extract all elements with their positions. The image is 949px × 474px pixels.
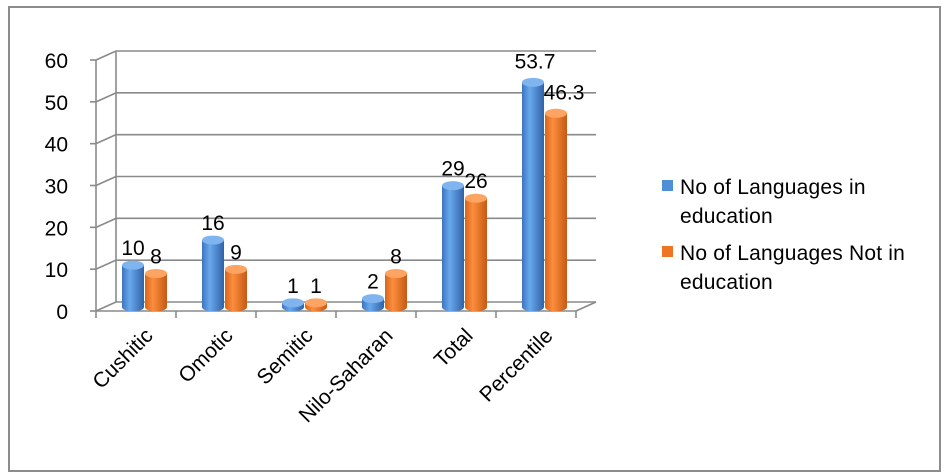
legend-swatch-blue <box>662 180 673 191</box>
legend: No of Languages in education No of Langu… <box>660 173 940 305</box>
x-tick-label: Total <box>430 324 478 372</box>
bar <box>522 77 544 312</box>
bar-top <box>282 298 304 308</box>
x-tick-label: Semitic <box>253 324 318 389</box>
gridline-depth <box>95 217 117 229</box>
gridline-depth <box>95 133 117 145</box>
y-tick-label: 10 <box>45 259 68 282</box>
bar <box>145 269 167 312</box>
legend-item-not-in-education: No of Languages Not in education <box>660 239 940 297</box>
x-tick-label: Percentile <box>475 324 557 406</box>
x-tick-label: Omotic <box>174 324 237 387</box>
gridline-depth <box>95 175 117 187</box>
data-label: 9 <box>230 241 242 264</box>
bar-top <box>522 77 544 87</box>
data-label: 53.7 <box>515 50 556 73</box>
grid-layer: 0 10 20 30 40 50 60 <box>45 50 597 324</box>
bar-top <box>145 269 167 279</box>
bar <box>305 298 327 312</box>
gridline-depth <box>95 301 117 312</box>
floor-edge <box>575 301 597 312</box>
x-tick-label: Cushitic <box>88 324 157 393</box>
legend-label-line1: No of Languages in <box>680 176 866 199</box>
bar-top <box>122 260 144 270</box>
bar <box>362 294 384 312</box>
bars-layer <box>122 77 567 312</box>
bar-body <box>385 273 407 312</box>
bar-body <box>122 265 144 312</box>
data-label: 16 <box>201 212 224 235</box>
legend-label-line2: education <box>680 271 773 294</box>
bar-body <box>145 273 167 312</box>
bar-body <box>442 185 464 312</box>
y-tick-label: 30 <box>45 176 68 199</box>
data-label: 29 <box>441 158 464 181</box>
bar-top <box>385 269 407 279</box>
legend-label-line2: education <box>680 205 773 228</box>
legend-item-in-education: No of Languages in education <box>660 173 940 231</box>
legend-swatch-orange <box>662 246 673 257</box>
gridline-depth <box>95 92 117 103</box>
gridline-depth <box>95 50 117 61</box>
data-label: 26 <box>464 170 487 193</box>
bar-top <box>545 108 567 118</box>
legend-label-line1: No of Languages Not in <box>680 242 906 265</box>
bar-top <box>225 264 247 274</box>
bar-body <box>465 198 487 312</box>
gridline-depth <box>95 259 117 270</box>
y-tick-label: 0 <box>56 301 68 324</box>
bar-top <box>305 298 327 308</box>
data-label: 1 <box>287 275 299 298</box>
bar <box>225 264 247 312</box>
bar <box>122 260 144 312</box>
bar-top <box>362 294 384 304</box>
bar-body <box>522 82 544 312</box>
bar-body <box>225 269 247 312</box>
bar-body <box>202 240 224 312</box>
bar-body <box>545 113 567 312</box>
data-label: 2 <box>367 271 379 294</box>
bar <box>465 193 487 312</box>
bar-top <box>442 181 464 191</box>
bar <box>545 108 567 312</box>
y-tick-label: 60 <box>45 50 68 73</box>
data-label: 46.3 <box>544 81 585 104</box>
y-tick-label: 40 <box>45 134 68 157</box>
y-tick-label: 50 <box>45 92 68 115</box>
bar <box>442 181 464 312</box>
data-label: 1 <box>310 275 322 298</box>
data-label: 8 <box>150 246 162 269</box>
data-label: 10 <box>121 237 144 260</box>
bar-top <box>465 193 487 203</box>
bar <box>202 235 224 312</box>
bar <box>282 298 304 312</box>
y-tick-label: 20 <box>45 217 68 240</box>
data-label: 8 <box>390 246 402 269</box>
bar-top <box>202 235 224 245</box>
bar <box>385 269 407 312</box>
